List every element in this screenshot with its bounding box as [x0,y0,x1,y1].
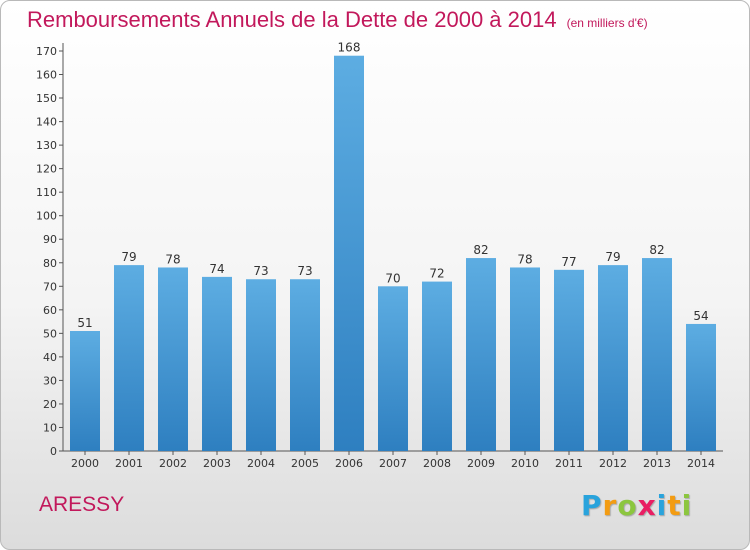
bar [598,265,628,451]
y-tick-label: 120 [36,163,57,176]
y-tick-label: 170 [36,45,57,58]
y-tick-label: 0 [50,445,57,458]
x-tick-label: 2006 [335,457,363,470]
y-tick-label: 140 [36,116,57,129]
chart-subtitle: (en milliers d'€) [566,16,648,30]
y-tick-label: 110 [36,186,57,199]
y-tick-label: 30 [43,374,57,387]
y-tick-label: 20 [43,398,57,411]
logo-letter: t [667,489,682,522]
logo-letter: x [637,489,657,522]
x-tick-label: 2005 [291,457,319,470]
bar [686,323,716,451]
x-tick-label: 2009 [467,457,495,470]
x-tick-label: 2002 [159,457,187,470]
x-tick-label: 2010 [511,457,539,470]
proxiti-logo: Proxiti [581,489,692,522]
x-tick-label: 2014 [687,457,715,470]
y-tick-label: 130 [36,139,57,152]
bar [422,281,452,451]
bar [334,55,364,452]
bar-value-label: 74 [209,262,224,276]
bar [466,258,496,451]
x-tick-label: 2001 [115,457,143,470]
bar-value-label: 77 [561,255,576,269]
bar [378,286,408,451]
bar-value-label: 79 [121,250,136,264]
y-tick-label: 150 [36,92,57,105]
chart-title-text: Remboursements Annuels de la Dette de 20… [27,7,557,32]
bar [554,269,584,451]
bar-value-label: 70 [385,271,400,285]
chart-title: Remboursements Annuels de la Dette de 20… [27,7,648,33]
logo-letter: o [617,489,638,522]
bar-value-label: 82 [473,243,488,257]
bar-value-label: 79 [605,250,620,264]
bar [158,267,188,451]
x-tick-label: 2003 [203,457,231,470]
bar [70,331,100,451]
x-tick-label: 2004 [247,457,275,470]
x-tick-label: 2008 [423,457,451,470]
bar [114,265,144,451]
logo-letter: P [581,489,603,522]
bar-value-label: 73 [253,264,268,278]
y-tick-label: 100 [36,210,57,223]
x-tick-label: 2012 [599,457,627,470]
y-tick-label: 80 [43,257,57,270]
bar [290,279,320,451]
y-tick-label: 40 [43,351,57,364]
bar [642,258,672,451]
y-tick-label: 90 [43,233,57,246]
town-name: ARESSY [39,493,125,516]
bar-value-label: 51 [77,316,92,330]
y-tick-label: 70 [43,280,57,293]
logo-letter: i [681,489,693,522]
y-tick-label: 10 [43,421,57,434]
y-tick-label: 50 [43,327,57,340]
bar-value-label: 82 [649,243,664,257]
x-tick-label: 2011 [555,457,583,470]
bar-value-label: 54 [693,309,708,323]
logo-letter: r [602,489,618,522]
bar [246,279,276,451]
y-tick-label: 60 [43,304,57,317]
x-tick-label: 2000 [71,457,99,470]
bar [202,276,232,451]
bar [510,267,540,451]
y-tick-label: 160 [36,69,57,82]
bar-value-label: 72 [429,267,444,281]
bar-value-label: 78 [517,252,532,266]
logo-letter: i [656,489,668,522]
x-tick-label: 2013 [643,457,671,470]
x-tick-label: 2007 [379,457,407,470]
bar-value-label: 78 [165,252,180,266]
bar-value-label: 73 [297,264,312,278]
bar-value-label: 168 [338,41,361,55]
